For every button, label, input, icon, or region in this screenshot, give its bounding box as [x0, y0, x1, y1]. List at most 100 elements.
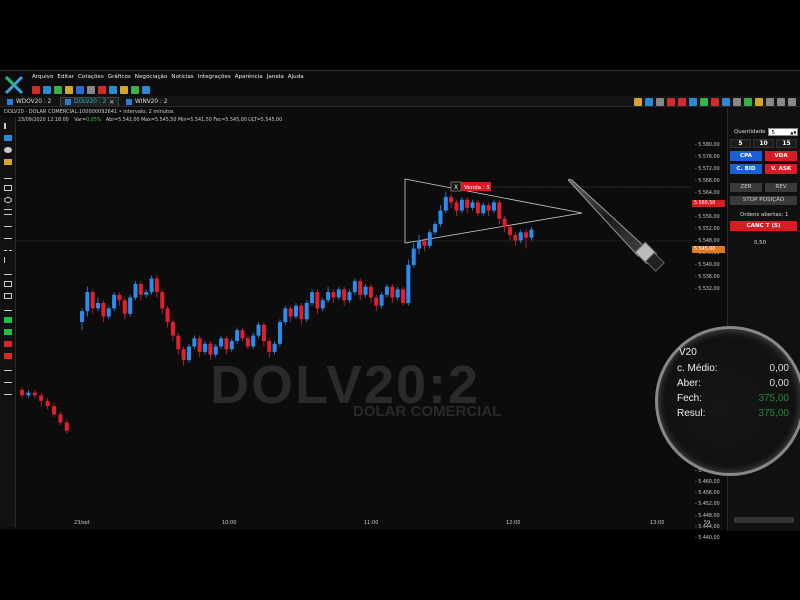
qty-5-button[interactable]: 5	[730, 139, 751, 148]
annotation-tool-icon[interactable]	[4, 365, 12, 371]
arrow-tool-icon[interactable]	[4, 305, 12, 311]
candle-body[interactable]	[422, 240, 427, 246]
candle-body[interactable]	[443, 196, 448, 211]
draw-icon[interactable]	[722, 98, 730, 106]
candle-body[interactable]	[277, 322, 282, 344]
candle-body[interactable]	[251, 335, 256, 347]
menu-graficos[interactable]: Gráficos	[107, 74, 131, 80]
study-icon[interactable]	[700, 98, 708, 106]
sell-marker-icon[interactable]	[4, 353, 12, 359]
text-tool-icon[interactable]	[4, 159, 12, 165]
candle-body[interactable]	[112, 294, 117, 309]
candle-body[interactable]	[459, 199, 464, 211]
candle-body[interactable]	[80, 311, 84, 322]
candle-body[interactable]	[283, 308, 288, 322]
candle-body[interactable]	[363, 286, 368, 295]
candle-body[interactable]	[524, 232, 529, 238]
eraser-tool-icon[interactable]	[4, 389, 12, 395]
box-tool-icon[interactable]	[4, 281, 12, 287]
channel-tool-icon[interactable]	[4, 209, 12, 215]
candle-body[interactable]	[133, 283, 138, 298]
rect-tool-icon[interactable]	[4, 185, 12, 191]
order-close-icon[interactable]: X	[454, 184, 458, 191]
tab-wdov20[interactable]: WDOV20 : 2	[3, 97, 55, 106]
sell-arrow-icon[interactable]	[4, 341, 12, 347]
save-icon[interactable]	[76, 86, 84, 94]
candle-body[interactable]	[475, 202, 480, 214]
candle-body[interactable]	[502, 218, 507, 227]
candle-body[interactable]	[315, 292, 320, 309]
candle-body[interactable]	[508, 226, 512, 236]
fib-tool-icon[interactable]	[4, 269, 12, 275]
candle-body[interactable]	[427, 232, 432, 246]
candle-body[interactable]	[208, 343, 213, 355]
menu-aparencia[interactable]: Aparência	[234, 74, 263, 80]
candle-body[interactable]	[304, 302, 309, 320]
menu-integracoes[interactable]: Integrações	[197, 74, 231, 80]
layout-icon[interactable]	[54, 86, 62, 94]
sell-ask-button[interactable]: V. ASK	[765, 164, 797, 174]
candle-body[interactable]	[160, 292, 165, 309]
sell-button[interactable]: VDA	[765, 151, 797, 161]
candle-body[interactable]	[122, 300, 127, 314]
buy-button[interactable]: CPA	[730, 151, 762, 161]
window-icon[interactable]	[755, 98, 763, 106]
candle-body[interactable]	[181, 349, 186, 361]
candle-body[interactable]	[39, 395, 44, 401]
candle-body[interactable]	[138, 283, 143, 295]
candle-body[interactable]	[401, 289, 405, 303]
buy-marker-icon[interactable]	[4, 329, 12, 335]
candle-body[interactable]	[433, 224, 438, 233]
candle-body[interactable]	[384, 286, 389, 295]
zero-button[interactable]: ZER	[730, 183, 762, 192]
square-tool-icon[interactable]	[4, 293, 12, 299]
candle-body[interactable]	[224, 338, 229, 350]
candle-body[interactable]	[497, 202, 502, 219]
candle-body[interactable]	[187, 346, 191, 361]
template-icon[interactable]	[733, 98, 741, 106]
candle-body[interactable]	[331, 292, 336, 298]
candle-body[interactable]	[197, 338, 202, 352]
candle-body[interactable]	[529, 229, 534, 238]
time-axis[interactable]: 23/set 10:00 11:00 12:00 13:00 59	[16, 519, 726, 529]
hline-tool-icon[interactable]	[4, 245, 12, 251]
candle-body[interactable]	[449, 196, 454, 203]
menu-ajuda[interactable]: Ajuda	[287, 74, 304, 80]
qty-15-button[interactable]: 15	[776, 139, 797, 148]
candle-body[interactable]	[213, 346, 218, 355]
menu-negociacao[interactable]: Negociação	[134, 74, 168, 80]
candle-type-icon[interactable]	[689, 98, 697, 106]
stop-icon[interactable]	[32, 86, 40, 94]
candle-body[interactable]	[272, 343, 277, 352]
tab-dolv20[interactable]: DOLV20 : 2 ✕	[60, 97, 120, 106]
print-icon[interactable]	[87, 86, 95, 94]
candle-body[interactable]	[406, 264, 411, 303]
workspace-icon[interactable]	[131, 86, 139, 94]
marker-tool-icon[interactable]	[4, 147, 12, 153]
candle-body[interactable]	[64, 422, 69, 431]
refresh-icon[interactable]	[744, 98, 752, 106]
candle-body[interactable]	[149, 278, 154, 293]
triangle-drawing[interactable]	[404, 178, 583, 244]
candle-body[interactable]	[101, 302, 106, 317]
candle-body[interactable]	[240, 330, 245, 339]
candle-body[interactable]	[465, 199, 470, 208]
candle-body[interactable]	[58, 414, 63, 423]
candle-body[interactable]	[342, 289, 347, 301]
candle-body[interactable]	[395, 289, 400, 298]
candle-body[interactable]	[417, 240, 422, 249]
minimize-icon[interactable]	[766, 98, 774, 106]
candle-body[interactable]	[326, 292, 331, 301]
candle-body[interactable]	[235, 330, 240, 342]
candle-body[interactable]	[379, 294, 384, 306]
candle-body[interactable]	[470, 202, 475, 208]
candle-body[interactable]	[368, 286, 373, 298]
candle-body[interactable]	[106, 308, 111, 317]
ray-tool-icon[interactable]	[4, 233, 12, 239]
close-window-icon[interactable]	[788, 98, 796, 106]
sell-order-flag[interactable]: X Venda : 5	[450, 181, 491, 192]
line-tool-icon[interactable]	[4, 173, 12, 179]
qty-10-button[interactable]: 10	[753, 139, 774, 148]
reverse-button[interactable]: REV	[765, 183, 797, 192]
candle-body[interactable]	[192, 338, 197, 347]
